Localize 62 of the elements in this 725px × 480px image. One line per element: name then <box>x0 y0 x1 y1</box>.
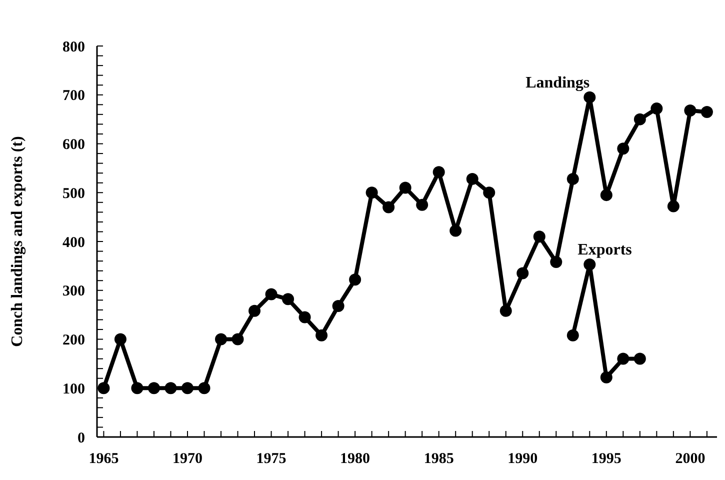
point <box>349 274 362 286</box>
x-tick-label: 1975 <box>256 451 286 467</box>
y-tick-label: 300 <box>62 284 85 300</box>
x-tick-label: 1995 <box>591 451 622 467</box>
point <box>416 198 428 211</box>
y-tick-label: 200 <box>62 332 85 348</box>
point <box>298 311 311 324</box>
point <box>600 371 612 384</box>
point <box>600 189 612 202</box>
point <box>248 304 261 317</box>
y-tick-label: 600 <box>62 137 85 153</box>
point <box>164 382 177 394</box>
point <box>282 293 294 306</box>
point <box>617 352 630 365</box>
point <box>634 113 646 126</box>
point <box>483 186 496 199</box>
point <box>148 382 160 394</box>
x-tick-label: 2000 <box>675 451 706 467</box>
point <box>466 172 478 185</box>
point <box>550 256 562 268</box>
point <box>634 352 646 365</box>
y-tick-label: 100 <box>62 381 85 398</box>
point <box>98 382 110 394</box>
point <box>450 224 462 237</box>
point <box>566 172 579 185</box>
y-tick-label: 400 <box>62 234 85 251</box>
point <box>500 304 512 317</box>
point <box>617 142 630 155</box>
point <box>432 166 445 178</box>
x-tick-label: 1980 <box>340 451 370 467</box>
point <box>566 329 579 342</box>
point <box>516 267 529 280</box>
y-tick-label: 0 <box>78 430 85 446</box>
point <box>533 230 546 243</box>
x-tick-label: 1970 <box>172 451 202 467</box>
series-label: Exports <box>578 241 632 258</box>
point <box>684 104 696 117</box>
y-tick-label: 800 <box>62 39 85 56</box>
point <box>131 382 144 394</box>
point <box>232 333 244 346</box>
series-label: Landings <box>526 74 590 92</box>
point <box>382 201 395 214</box>
point <box>114 333 126 346</box>
y-axis-title: Conch landings and exports (t) <box>9 136 26 347</box>
point <box>181 382 194 394</box>
point <box>316 329 328 342</box>
x-tick-label: 1965 <box>88 451 119 467</box>
point <box>650 102 663 115</box>
point <box>584 91 596 104</box>
point <box>700 106 713 118</box>
x-tick-label: 1990 <box>508 451 538 467</box>
point <box>584 258 596 270</box>
point <box>667 200 680 212</box>
x-tick-label: 1985 <box>424 451 454 467</box>
point <box>399 182 412 194</box>
point <box>332 300 344 312</box>
point <box>198 382 210 394</box>
point <box>366 186 378 199</box>
point <box>215 333 227 346</box>
point <box>265 288 278 300</box>
y-tick-label: 700 <box>62 88 85 104</box>
y-tick-label: 500 <box>62 186 85 202</box>
